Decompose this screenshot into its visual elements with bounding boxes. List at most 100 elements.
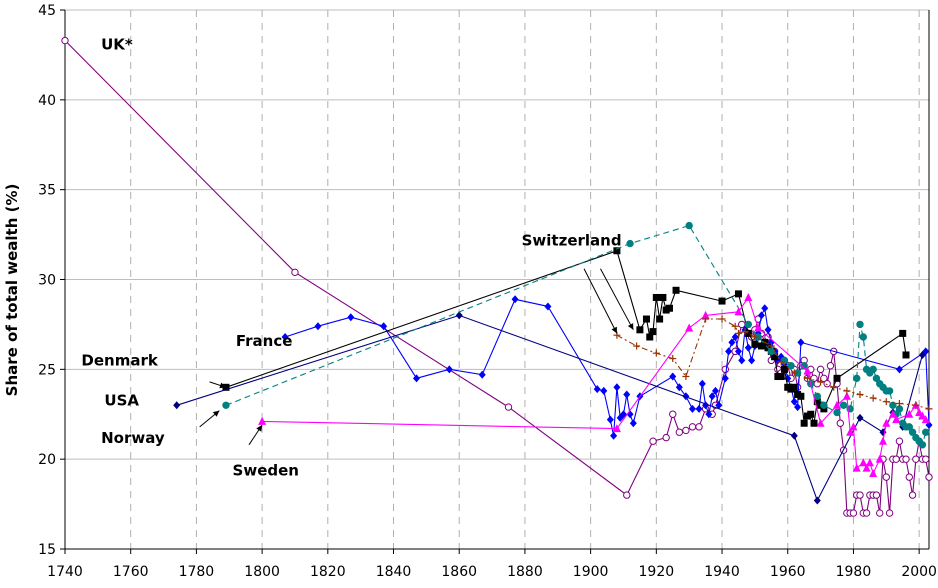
usa-point [790, 431, 798, 440]
denmark-point [613, 247, 621, 255]
x-tick-label: 1840 [376, 564, 412, 580]
netherlands-point [869, 394, 877, 402]
y-axis-title: Share of total wealth (%) [3, 184, 21, 397]
denmark-point [833, 374, 841, 382]
netherlands-point [731, 322, 739, 330]
norway-point [853, 374, 861, 383]
denmark-point [899, 329, 907, 337]
y-tick-label: 25 [38, 362, 56, 378]
arrowhead-norway [212, 410, 220, 417]
denmark-point [771, 353, 779, 361]
uk-point [816, 365, 825, 374]
series-norway [222, 221, 930, 449]
norway-point [869, 365, 877, 374]
netherlands-point [912, 401, 920, 409]
sweden-point [744, 292, 753, 301]
norway-point [813, 392, 822, 400]
uk-point [912, 455, 920, 463]
denmark-point [757, 342, 765, 350]
denmark-point [646, 333, 654, 341]
denmark-point [665, 304, 673, 312]
france-point [413, 374, 421, 383]
france-point [711, 386, 719, 395]
norway-point [626, 239, 634, 248]
uk-point [826, 362, 835, 370]
uk-point [504, 403, 513, 411]
netherlands-point [803, 374, 811, 382]
sweden-point [865, 458, 874, 467]
usa-point [813, 496, 821, 505]
arrowhead-switzerland [611, 326, 617, 334]
norway-point [885, 387, 894, 395]
series-netherlands [613, 315, 933, 413]
norway-point [859, 333, 867, 341]
norway-point [839, 401, 848, 409]
netherlands-point [734, 329, 742, 337]
netherlands-point [652, 349, 660, 357]
sweden-point [875, 454, 884, 463]
uk-point [662, 433, 670, 442]
uk-point [905, 473, 913, 481]
netherlands-point [830, 383, 838, 391]
netherlands-point [669, 355, 677, 363]
norway-point [908, 428, 917, 436]
y-tick-label: 30 [38, 273, 56, 289]
france-point [314, 322, 322, 331]
uk-point [721, 365, 730, 374]
usa-point [918, 350, 926, 359]
sweden-point [816, 418, 825, 427]
series-uk [61, 36, 933, 517]
y-tick-label: 20 [38, 452, 56, 468]
france-point [281, 332, 289, 341]
norway-point [918, 441, 927, 449]
x-tick-label: 1880 [507, 564, 543, 580]
uk-point [862, 509, 871, 517]
grid [65, 9, 929, 549]
france-point [744, 343, 752, 352]
netherlands-point [633, 342, 641, 350]
france-point [715, 401, 723, 410]
denmark-point [807, 410, 815, 418]
france-point [613, 383, 621, 392]
denmark-point [751, 340, 759, 348]
y-tick-label: 35 [38, 183, 56, 199]
netherlands-point [682, 373, 690, 381]
uk-point [675, 428, 684, 436]
netherlands-point [777, 358, 785, 366]
france-point [895, 365, 903, 374]
france-point [600, 386, 608, 395]
sweden-point [892, 415, 901, 424]
france-point [731, 332, 739, 341]
denmark-point [790, 383, 798, 391]
netherlands-point [817, 378, 825, 386]
uk-point [876, 509, 884, 517]
denmark-point [744, 329, 752, 337]
x-tick-label: 1820 [310, 564, 346, 580]
france-point [610, 431, 618, 440]
denmark-point [810, 419, 818, 427]
label-denmark: Denmark [81, 352, 158, 370]
label-norway: Norway [101, 429, 165, 447]
france-point [675, 383, 683, 392]
sweden-point [852, 463, 861, 472]
sweden-point [833, 400, 842, 409]
sweden-point [258, 416, 267, 425]
france-point [790, 397, 798, 406]
uk-point [892, 455, 900, 463]
sweden-point [754, 323, 763, 332]
series-sweden [258, 292, 930, 478]
label-usa: USA [104, 391, 139, 409]
uk-point [882, 473, 890, 481]
netherlands-point [702, 315, 710, 323]
netherlands-point [895, 399, 903, 407]
arrowhead-switzerland [627, 323, 634, 330]
france-point [764, 325, 772, 334]
france-point [794, 403, 802, 412]
sweden-point [905, 409, 914, 418]
denmark-point [718, 297, 726, 305]
uk-point [885, 509, 894, 517]
usa-point [455, 311, 463, 320]
france-point [380, 322, 388, 331]
france-point [738, 356, 746, 365]
netherlands-point [767, 342, 775, 350]
